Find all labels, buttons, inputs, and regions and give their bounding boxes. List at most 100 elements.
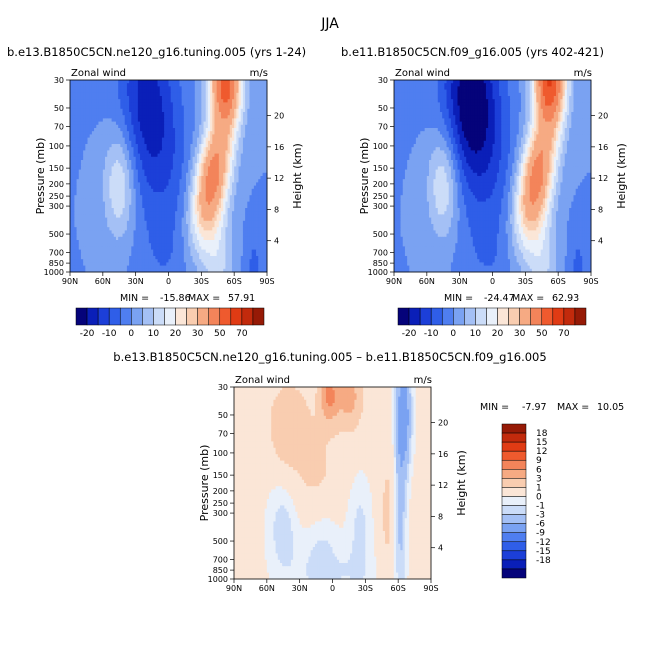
colorbar-swatch [509,308,520,325]
y-tick-label: 50 [378,104,388,113]
x-tick-label: 90N [62,277,78,286]
x-tick-label: 60N [95,277,111,286]
y-tick-label: 300 [49,202,64,211]
x-tick-label: 90S [583,277,598,286]
colorbar-swatch [120,308,131,325]
panel1-min-label: MIN = [120,293,149,304]
panel1-colorbar: -20 -10 0 10 20 30 50 70 [76,308,264,339]
colorbar-swatch [164,308,175,325]
contour-fill [234,387,431,579]
colorbar-swatch [542,308,553,325]
y-tick-label: 1000 [208,575,228,584]
x-tick-label: 60S [551,277,566,286]
y2-tick-label: 8 [438,512,443,521]
colorbar-label: -18 [536,556,551,566]
colorbar-label: 10 [470,329,482,339]
panel1-units-label: m/s [250,68,268,79]
y-tick-label: 500 [373,230,388,239]
y2-tick-label: 4 [274,237,279,246]
colorbar-swatch [502,506,526,515]
y-tick-label: 70 [378,122,388,131]
colorbar-swatch [87,308,98,325]
y-tick-label: 1000 [368,268,388,277]
contour-fill [70,80,267,272]
panel1-variable-label: Zonal wind [71,68,126,79]
x-tick-label: 0 [330,584,335,593]
x-tick-label: 90S [423,584,438,593]
colorbar-swatch [502,515,526,524]
colorbar-swatch [231,308,242,325]
panel-ne120: b.e13.B1850C5CN.ne120_g16.tuning.005 (yr… [7,45,306,339]
colorbar-swatch [575,308,586,325]
colorbar-swatch [220,308,231,325]
colorbar-swatch [502,524,526,533]
x-tick-label: 30N [292,584,308,593]
y-tick-label: 100 [213,449,228,458]
panel2-units-label: m/s [574,68,592,79]
colorbar-label: 30 [192,329,204,339]
colorbar-swatch [502,496,526,505]
x-tick-label: 30N [128,277,144,286]
colorbar-swatch [442,308,453,325]
y2-tick-label: 12 [598,174,608,183]
y2-tick-label: 16 [274,143,284,152]
panel3-plot-area: 90N 60N 30N 0 30S 60S 90S305070100150200250300… [198,383,468,593]
colorbar-label: 10 [148,329,160,339]
panel2-min-value: -24.47 [484,293,515,304]
panel2-title: b.e11.B1850C5CN.f09_g16.005 (yrs 402-421… [341,45,604,59]
y-tick-label: 500 [49,230,64,239]
y-tick-label: 200 [49,180,64,189]
y-tick-label: 700 [213,555,228,564]
y2-tick-label: 16 [438,450,448,459]
x-tick-label: 90N [386,277,402,286]
colorbar-swatch [531,308,542,325]
colorbar-label: 0 [128,329,134,339]
panel-difference: b.e13.B1850C5CN.ne120_g16.tuning.005 – b… [113,350,624,593]
colorbar-swatch [420,308,431,325]
colorbar-swatch [76,308,87,325]
panel2-max-label: MAX = [512,293,544,304]
x-tick-label: 90S [259,277,274,286]
colorbar-swatch [502,560,526,569]
x-tick-label: 90N [226,584,242,593]
y2-tick-label: 12 [274,174,284,183]
colorbar-swatch [176,308,187,325]
colorbar-swatch [131,308,142,325]
panel1-plot-area: 90N 60N 30N 0 30S 60S 90S305070100150200250300… [34,76,304,286]
y-tick-label: 50 [54,104,64,113]
colorbar-swatch [502,442,526,451]
colorbar-swatch [520,308,531,325]
y2-tick-label: 12 [438,481,448,490]
colorbar-swatch [498,308,509,325]
x-tick-label: 60N [259,584,275,593]
colorbar-label: -10 [102,329,117,339]
colorbar-swatch [398,308,409,325]
y2-tick-label: 4 [598,237,603,246]
y-tick-label: 850 [213,566,228,575]
x-tick-label: 30S [518,277,533,286]
season-title: JJA [320,16,339,32]
colorbar-swatch [502,569,526,578]
colorbar-swatch [153,308,164,325]
y-tick-label: 70 [218,429,228,438]
colorbar-swatch [453,308,464,325]
colorbar-label: 20 [170,329,182,339]
colorbar-swatch [502,533,526,542]
colorbar-swatch [242,308,253,325]
y-tick-label: 1000 [44,268,64,277]
y2-axis-title: Height (km) [615,143,628,209]
colorbar-swatch [253,308,264,325]
y-tick-label: 850 [373,259,388,268]
y-axis-title: Pressure (mb) [34,138,47,215]
panel3-units-label: m/s [414,375,432,386]
colorbar-swatch [502,487,526,496]
colorbar-label: -20 [402,329,417,339]
y-axis-title: Pressure (mb) [198,445,211,522]
panel2-plot-area: 90N 60N 30N 0 30S 60S 90S305070100150200250300… [358,76,628,286]
panel2-max-value: 62.93 [552,293,579,304]
colorbar-swatch [502,478,526,487]
colorbar-swatch [502,469,526,478]
y-tick-label: 300 [213,509,228,518]
y2-tick-label: 20 [438,419,448,428]
